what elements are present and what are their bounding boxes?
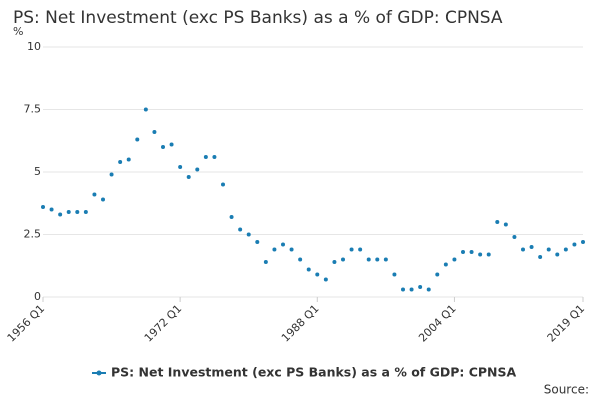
data-point bbox=[383, 257, 388, 262]
data-point bbox=[281, 242, 285, 247]
chart-title: PS: Net Investment (exc PS Banks) as a %… bbox=[13, 8, 503, 28]
data-point bbox=[289, 247, 294, 252]
data-point bbox=[375, 257, 380, 262]
data-point bbox=[161, 145, 165, 149]
data-point bbox=[538, 255, 543, 259]
data-point bbox=[75, 210, 80, 214]
data-point bbox=[495, 220, 500, 224]
y-tick-label: 0 bbox=[34, 290, 41, 303]
data-point bbox=[246, 232, 251, 237]
data-point bbox=[332, 260, 337, 264]
data-point bbox=[306, 267, 311, 272]
data-point bbox=[521, 247, 525, 252]
data-point bbox=[195, 167, 200, 172]
data-point bbox=[478, 252, 483, 257]
x-tick-label: 1972 Q1 bbox=[142, 302, 185, 345]
data-point bbox=[512, 235, 517, 239]
x-tick-label: 2004 Q1 bbox=[416, 302, 459, 345]
data-point bbox=[143, 107, 148, 112]
data-point bbox=[323, 277, 328, 282]
data-point bbox=[503, 222, 508, 227]
data-point bbox=[203, 155, 208, 159]
data-point bbox=[135, 137, 140, 142]
data-point bbox=[263, 260, 268, 264]
data-point bbox=[101, 197, 105, 202]
data-point bbox=[409, 287, 414, 292]
data-point bbox=[178, 165, 183, 169]
data-point bbox=[581, 240, 585, 244]
data-point bbox=[555, 252, 560, 257]
data-point bbox=[238, 227, 243, 232]
x-tick-label: 1988 Q1 bbox=[279, 302, 322, 345]
data-point bbox=[83, 210, 88, 214]
data-point bbox=[452, 257, 457, 262]
y-tick-label: 2.5 bbox=[24, 228, 42, 241]
data-point bbox=[435, 272, 440, 277]
data-point bbox=[212, 155, 217, 159]
data-point bbox=[41, 205, 45, 209]
data-point bbox=[529, 245, 534, 249]
data-point bbox=[152, 130, 157, 134]
data-point bbox=[229, 215, 234, 219]
data-point bbox=[169, 142, 174, 147]
data-point bbox=[392, 272, 397, 277]
x-tick-label: 1956 Q1 bbox=[5, 302, 48, 345]
data-point bbox=[118, 160, 123, 164]
data-point bbox=[109, 172, 114, 177]
data-point bbox=[92, 192, 97, 197]
data-point bbox=[546, 247, 551, 252]
data-point bbox=[349, 247, 354, 252]
source: Source: bbox=[544, 383, 589, 397]
data-point bbox=[572, 242, 577, 247]
data-point bbox=[315, 272, 320, 277]
data-point bbox=[341, 257, 345, 262]
y-tick-label: 10 bbox=[27, 40, 41, 53]
data-point bbox=[469, 250, 474, 254]
data-point bbox=[426, 287, 431, 292]
data-point bbox=[418, 285, 423, 289]
x-tick-label: 2019 Q1 bbox=[545, 302, 588, 345]
data-point bbox=[49, 207, 54, 212]
data-point bbox=[255, 240, 260, 244]
legend-marker bbox=[96, 370, 102, 376]
data-point bbox=[186, 175, 191, 179]
y-tick-label: 5 bbox=[34, 165, 41, 178]
data-point bbox=[563, 247, 568, 252]
data-point bbox=[486, 252, 491, 257]
data-point bbox=[126, 157, 131, 162]
data-point bbox=[66, 210, 71, 214]
legend-label: PS: Net Investment (exc PS Banks) as a %… bbox=[111, 365, 517, 380]
data-point bbox=[443, 262, 448, 267]
data-point bbox=[221, 182, 225, 187]
data-point bbox=[358, 247, 363, 252]
data-point bbox=[58, 212, 63, 217]
y-tick-label: 7.5 bbox=[24, 103, 42, 116]
y-axis-unit: % bbox=[13, 25, 23, 38]
data-point bbox=[298, 257, 303, 262]
data-point bbox=[461, 250, 465, 254]
data-point bbox=[366, 257, 371, 262]
data-point bbox=[401, 287, 405, 292]
data-point bbox=[272, 247, 277, 252]
